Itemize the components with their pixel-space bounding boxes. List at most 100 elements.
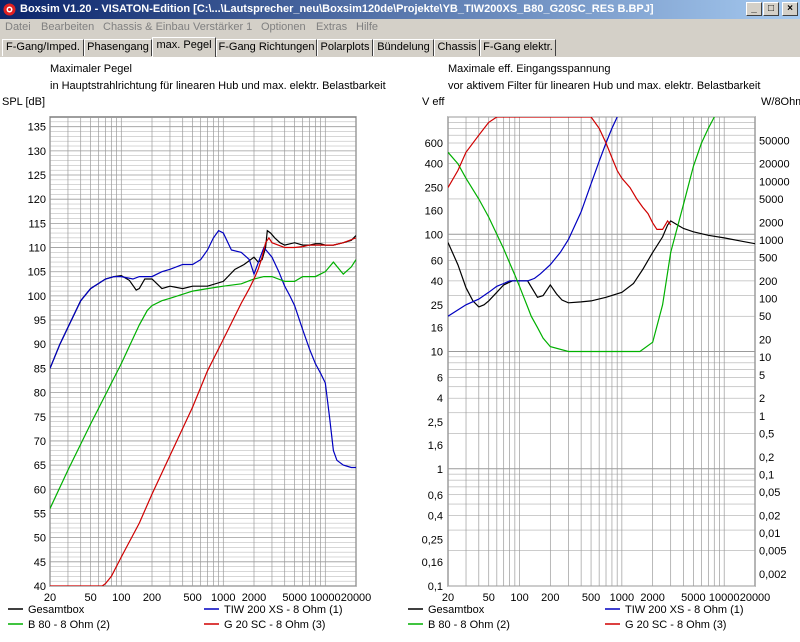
chart-title: Maximale eff. Eingangsspannung — [448, 63, 610, 75]
chart-subtitle: vor aktivem Filter für linearen Hub und … — [448, 80, 760, 92]
y-tick-label: 25 — [431, 300, 443, 312]
legend-label: G 20 SC - 8 Ohm (3) — [625, 619, 726, 631]
chart-1: Maximaler Pegel in Hauptstrahlrichtung fü… — [2, 63, 386, 631]
x-tick-label: 5000 — [681, 592, 705, 604]
y-tick-label: 105 — [28, 267, 46, 279]
legend-label: B 80 - 8 Ohm (2) — [28, 619, 110, 631]
menu-bearbeiten[interactable]: Bearbeiten — [41, 21, 95, 33]
menu-optionen[interactable]: Optionen — [261, 21, 306, 33]
y-tick-label-right: 10 — [759, 352, 771, 364]
y-tick-label: 0,6 — [428, 490, 443, 502]
series-line-g-20-sc-8-ohm-3 — [50, 236, 356, 586]
y-tick-label-right: 0,005 — [759, 546, 787, 558]
minimize-button[interactable]: _ — [746, 2, 762, 16]
y-tick-label: 1,6 — [428, 440, 443, 452]
legend-label: TIW 200 XS - 8 Ohm (1) — [224, 604, 343, 616]
y-tick-label: 1 — [437, 464, 443, 476]
x-tick-label: 200 — [541, 592, 559, 604]
y-tick-label-right: 0,05 — [759, 487, 780, 499]
series-line-b-80-8-ohm-2 — [448, 117, 716, 353]
tab-buendelung[interactable]: Bündelung — [373, 39, 434, 56]
legend-label: TIW 200 XS - 8 Ohm (1) — [625, 604, 744, 616]
y-tick-label-right: 5000 — [759, 194, 783, 206]
tab-bar: F-Gang/Imped. Phasengang max. Pegel F-Ga… — [0, 37, 800, 58]
y-tick-label: 160 — [425, 205, 443, 217]
y-tick-label-right: 5 — [759, 370, 765, 382]
y-tick-label-right: 0,2 — [759, 452, 774, 464]
series-line-gesamtbox — [448, 220, 755, 308]
tab-max-pegel[interactable]: max. Pegel — [152, 37, 216, 57]
y-tick-label: 2,5 — [428, 417, 443, 429]
y-tick-label: 95 — [34, 315, 46, 327]
y-tick-label-right: 10000 — [759, 176, 790, 188]
y-tick-label-right: 50000 — [759, 135, 790, 147]
plot-frame — [49, 116, 357, 587]
y-tick-label-right: 100 — [759, 294, 777, 306]
y-tick-label: 85 — [34, 363, 46, 375]
y-tick-label: 45 — [34, 557, 46, 569]
y-tick-label: 10 — [431, 347, 443, 359]
y-axis-label: SPL [dB] — [2, 96, 45, 108]
x-tick-label: 20000 — [341, 592, 372, 604]
series-line-b-80-8-ohm-2 — [50, 259, 356, 509]
y-tick-label-right: 0,002 — [759, 569, 787, 581]
y-tick-label: 60 — [34, 484, 46, 496]
charts: Maximaler Pegel in Hauptstrahlrichtung fü… — [2, 63, 800, 631]
y-tick-label-right: 500 — [759, 253, 777, 265]
menu-chassis-einbau[interactable]: Chassis & Einbau — [103, 21, 190, 33]
chart-2: Maximale eff. Eingangsspannung vor aktive… — [408, 63, 800, 631]
y-tick-label: 0,1 — [428, 581, 443, 593]
y-tick-label: 250 — [425, 183, 443, 195]
y-tick-label: 130 — [28, 146, 46, 158]
y-tick-label: 0,25 — [422, 534, 443, 546]
x-tick-label: 2000 — [242, 592, 266, 604]
y-tick-label-right: 0,5 — [759, 428, 774, 440]
y-tick-label-right: 2000 — [759, 217, 783, 229]
menu-hilfe[interactable]: Hilfe — [356, 21, 379, 33]
y-tick-label: 55 — [34, 508, 46, 520]
close-button[interactable]: × — [782, 2, 798, 16]
tab-f-gang-imped[interactable]: F-Gang/Imped. — [2, 39, 84, 56]
x-tick-label: 2000 — [640, 592, 664, 604]
series-line-tiw-200-xs-8-ohm-1 — [448, 117, 618, 317]
y-tick-label-right: 20 — [759, 335, 771, 347]
legend-label: Gesamtbox — [428, 604, 485, 616]
y-tick-label: 75 — [34, 412, 46, 424]
x-tick-label: 10000 — [310, 592, 341, 604]
y-tick-label: 100 — [28, 291, 46, 303]
menu-datei[interactable]: Datei — [5, 21, 31, 33]
x-tick-label: 10000 — [709, 592, 740, 604]
x-tick-label: 20 — [44, 592, 56, 604]
tab-f-gang-elektr[interactable]: F-Gang elektr. — [480, 39, 556, 56]
title-bar: Boxsim V1.20 - VISATON-Edition [C:\...\L… — [0, 0, 800, 19]
maximize-button[interactable]: □ — [763, 2, 779, 16]
app-icon — [3, 3, 16, 16]
y-tick-label: 65 — [34, 460, 46, 472]
y-tick-label: 100 — [425, 229, 443, 241]
y-tick-label-right: 1000 — [759, 235, 783, 247]
x-tick-label: 1000 — [610, 592, 634, 604]
tab-phasengang[interactable]: Phasengang — [84, 39, 152, 56]
x-tick-label: 50 — [84, 592, 96, 604]
y-tick-label: 110 — [28, 243, 46, 255]
series-line-g-20-sc-8-ohm-3 — [448, 117, 672, 230]
y-axis-label: V eff — [422, 96, 445, 108]
menu-bar: Datei Bearbeiten Chassis & Einbau Verstä… — [0, 19, 800, 37]
y-axis-label-right: W/8Ohm — [761, 96, 800, 108]
menu-extras[interactable]: Extras — [316, 21, 348, 33]
y-tick-label-right: 2 — [759, 393, 765, 405]
window-title: Boxsim V1.20 - VISATON-Edition [C:\...\L… — [20, 3, 654, 15]
tab-chassis[interactable]: Chassis — [434, 39, 480, 56]
y-tick-label: 40 — [34, 581, 46, 593]
y-tick-label: 0,4 — [428, 510, 443, 522]
menu-verstaerker[interactable]: Verstärker 1 — [193, 21, 253, 33]
x-tick-label: 500 — [582, 592, 600, 604]
tab-polarplots[interactable]: Polarplots — [317, 39, 373, 56]
x-tick-label: 20000 — [740, 592, 771, 604]
y-tick-label: 50 — [34, 533, 46, 545]
legend-label: Gesamtbox — [28, 604, 85, 616]
y-tick-label: 80 — [34, 388, 46, 400]
y-tick-label: 6 — [437, 373, 443, 385]
tab-f-gang-richtungen[interactable]: F-Gang Richtungen — [216, 39, 317, 56]
x-tick-label: 20 — [442, 592, 454, 604]
